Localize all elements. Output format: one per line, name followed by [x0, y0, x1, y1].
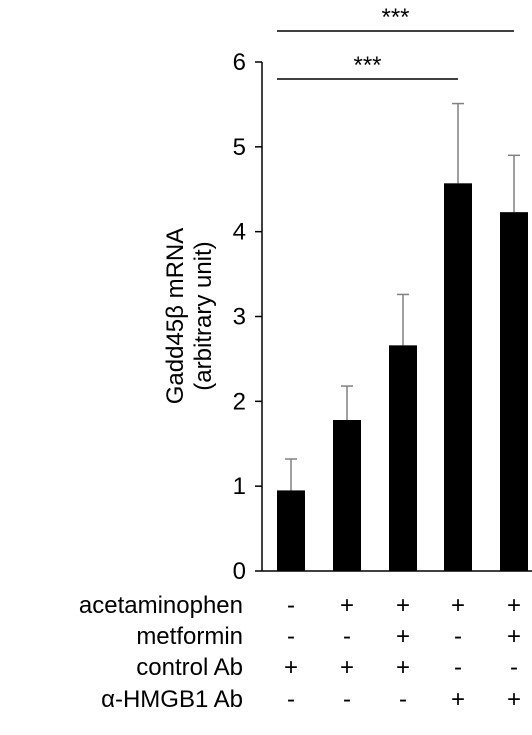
condition-mark: -: [399, 686, 407, 713]
condition-mark: +: [340, 592, 354, 619]
condition-mark: -: [343, 686, 351, 713]
significance-label: ***: [353, 52, 381, 79]
condition-mark: +: [507, 623, 521, 650]
y-tick-label: 4: [233, 219, 246, 246]
condition-mark: +: [451, 686, 465, 713]
error-bars: [285, 102, 520, 491]
y-axis-label-line-2: (arbitrary unit): [190, 241, 217, 390]
condition-mark: +: [396, 592, 410, 619]
y-tick-label: 6: [233, 49, 246, 76]
y-ticks: 0 1 2 3 4 5 6: [233, 49, 262, 585]
condition-mark: -: [454, 654, 462, 681]
condition-mark: +: [507, 592, 521, 619]
y-axis-label-line-1: Gadd45β mRNA: [162, 228, 189, 405]
condition-mark: +: [284, 654, 298, 681]
significance-label: ***: [381, 4, 409, 31]
bar: [277, 490, 305, 571]
significance-brackets: ******: [277, 4, 514, 80]
y-tick-label: 5: [233, 134, 246, 161]
condition-row-label: α-HMGB1 Ab: [101, 686, 243, 713]
bars: [277, 183, 528, 572]
condition-mark: -: [287, 686, 295, 713]
condition-mark: +: [340, 654, 354, 681]
condition-mark: +: [396, 623, 410, 650]
y-tick-label: 1: [233, 473, 246, 500]
y-tick-label: 2: [233, 388, 246, 415]
condition-mark: -: [510, 654, 518, 681]
bar: [444, 183, 472, 572]
condition-row-label: acetaminophen: [79, 592, 243, 619]
condition-mark: +: [396, 654, 410, 681]
condition-table: acetaminophen - + + + + metformin - - + - + control …: [79, 592, 521, 713]
condition-mark: +: [507, 686, 521, 713]
bar: [500, 212, 528, 571]
condition-mark: -: [287, 623, 295, 650]
y-tick-label: 3: [233, 304, 246, 331]
condition-row-label: metformin: [136, 623, 243, 650]
condition-mark: -: [343, 623, 351, 650]
condition-row-label: control Ab: [136, 654, 243, 681]
y-tick-label: 0: [233, 558, 246, 585]
condition-mark: -: [287, 592, 295, 619]
condition-mark: -: [454, 623, 462, 650]
condition-mark: +: [451, 592, 465, 619]
bar: [333, 419, 361, 571]
bar: [389, 345, 417, 571]
